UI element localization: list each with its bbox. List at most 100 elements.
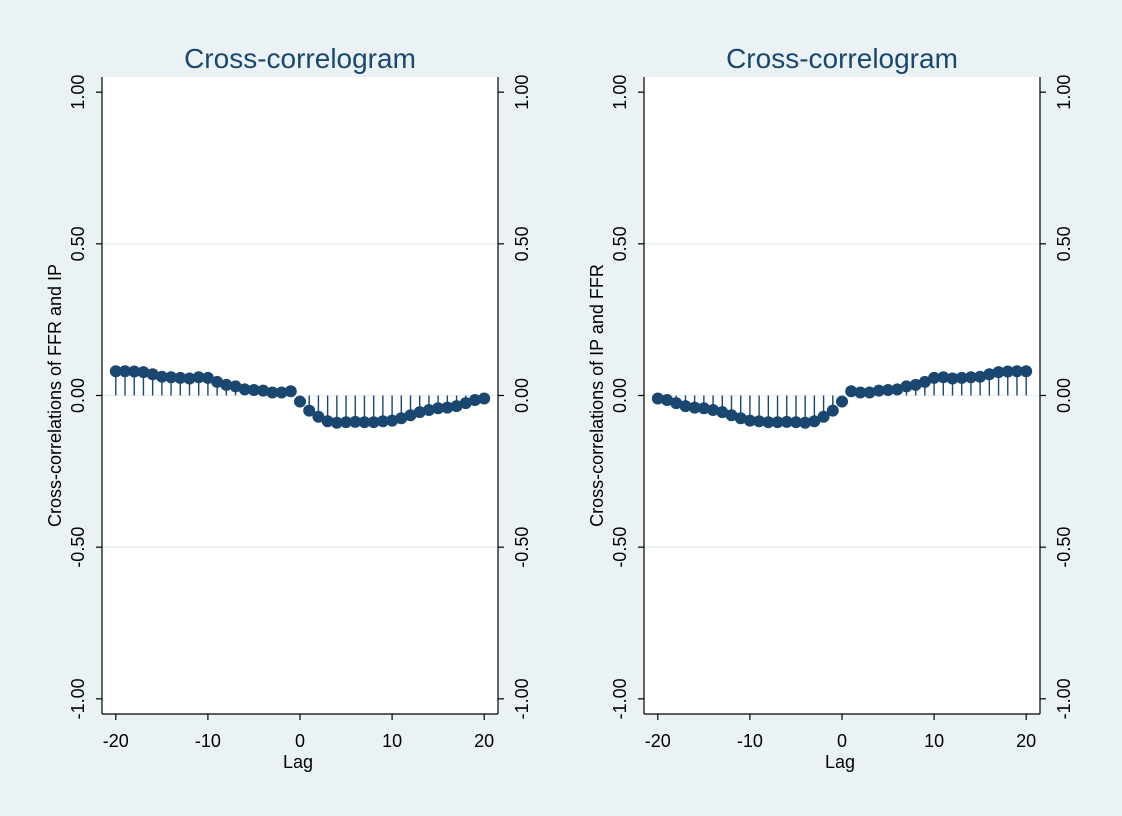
correlation-point: [478, 392, 491, 405]
correlation-point: [983, 368, 996, 381]
y-tick-label-right: -0.50: [1054, 527, 1074, 568]
y-tick-label-right: 1.00: [512, 75, 532, 110]
correlation-point: [826, 404, 839, 417]
correlation-point: [229, 380, 242, 393]
correlation-point: [651, 392, 664, 405]
correlation-point: [909, 378, 922, 391]
y-tick-label-left: 0.00: [68, 378, 88, 413]
correlation-point: [697, 402, 710, 415]
y-axis-title: Cross-correlations of IP and FFR: [587, 264, 607, 527]
correlation-point: [303, 404, 316, 417]
correlation-point: [882, 384, 895, 397]
chart-panel-2: 1.00 1.000.50 0.500.00 0.00-0.50 -0.50-1.00-…: [587, 43, 1074, 772]
correlation-point: [284, 385, 297, 398]
correlation-point: [330, 416, 343, 429]
correlation-point: [257, 384, 270, 397]
correlation-point: [854, 386, 867, 399]
correlation-point: [312, 410, 325, 423]
correlation-point: [441, 401, 454, 414]
correlation-point: [789, 416, 802, 429]
correlation-point: [762, 416, 775, 429]
correlation-point: [679, 400, 692, 413]
correlation-point: [863, 386, 876, 399]
correlation-point: [974, 370, 987, 383]
correlation-point: [808, 415, 821, 428]
y-tick-label-right: -1.00: [1054, 678, 1074, 719]
correlation-point: [716, 406, 729, 419]
correlation-point: [192, 371, 205, 384]
correlation-point: [432, 402, 445, 415]
x-axis-title: Lag: [283, 752, 313, 772]
correlation-point: [964, 371, 977, 384]
x-tick-label: -20: [645, 731, 671, 751]
correlation-point: [1010, 365, 1023, 378]
correlation-point: [109, 365, 122, 378]
correlation-point: [1001, 365, 1014, 378]
correlation-point: [174, 371, 187, 384]
correlation-point: [137, 366, 150, 379]
chart-title: Cross-correlogram: [184, 43, 416, 74]
chart-panel-1: 1.00 1.000.50 0.500.00 0.00-0.50 -0.50-1.00-…: [45, 43, 532, 772]
correlation-point: [661, 394, 674, 407]
correlation-point: [459, 397, 472, 410]
x-tick-label: -10: [737, 731, 763, 751]
correlation-point: [119, 365, 132, 378]
correlation-point: [266, 386, 279, 399]
correlation-point: [211, 375, 224, 388]
correlation-point: [155, 370, 168, 383]
correlation-point: [780, 415, 793, 428]
x-axis-title: Lag: [825, 752, 855, 772]
y-tick-label-left: -1.00: [68, 678, 88, 719]
correlation-point: [836, 395, 848, 408]
correlation-point: [422, 404, 435, 417]
correlation-point: [321, 415, 334, 428]
correlation-point: [146, 368, 159, 381]
correlation-point: [928, 371, 941, 384]
correlation-point: [376, 415, 389, 428]
correlation-point: [688, 401, 701, 414]
correlation-point: [1020, 365, 1033, 378]
correlation-point: [395, 412, 408, 425]
correlation-point: [183, 372, 196, 385]
correlation-point: [734, 412, 747, 425]
correlation-point: [468, 394, 481, 407]
correlation-point: [201, 371, 214, 384]
correlation-point: [707, 404, 720, 417]
correlation-point: [165, 371, 178, 384]
correlation-point: [955, 371, 968, 384]
correlation-point: [900, 380, 913, 393]
y-tick-label-right: 0.00: [1054, 378, 1074, 413]
correlation-point: [937, 371, 950, 384]
x-tick-label: 20: [1016, 731, 1036, 751]
chart-title: Cross-correlogram: [726, 43, 958, 74]
y-tick-label-left: -0.50: [68, 527, 88, 568]
correlation-point: [891, 383, 904, 396]
correlation-point: [753, 415, 766, 428]
y-tick-label-right: -1.00: [512, 678, 532, 719]
correlation-point: [946, 372, 959, 385]
x-tick-label: -10: [195, 731, 221, 751]
correlation-point: [872, 384, 885, 397]
correlation-point: [670, 397, 683, 410]
y-tick-label-right: 1.00: [1054, 75, 1074, 110]
correlation-point: [992, 366, 1005, 379]
correlation-point: [349, 415, 362, 428]
y-tick-label-left: 0.50: [68, 226, 88, 261]
correlation-point: [799, 416, 812, 429]
correlation-point: [238, 383, 251, 396]
x-tick-label: -20: [103, 731, 129, 751]
x-tick-label: 0: [295, 731, 305, 751]
correlation-point: [918, 375, 931, 388]
x-tick-label: 10: [382, 731, 402, 751]
correlation-point: [128, 365, 141, 378]
correlation-point: [294, 395, 306, 408]
correlation-point: [247, 384, 260, 397]
y-tick-label-right: -0.50: [512, 527, 532, 568]
y-axis-title: Cross-correlations of FFR and IP: [45, 264, 65, 527]
correlation-point: [275, 386, 288, 399]
x-tick-label: 0: [837, 731, 847, 751]
x-tick-label: 10: [924, 731, 944, 751]
correlation-point: [771, 416, 784, 429]
y-tick-label-left: 0.50: [610, 226, 630, 261]
